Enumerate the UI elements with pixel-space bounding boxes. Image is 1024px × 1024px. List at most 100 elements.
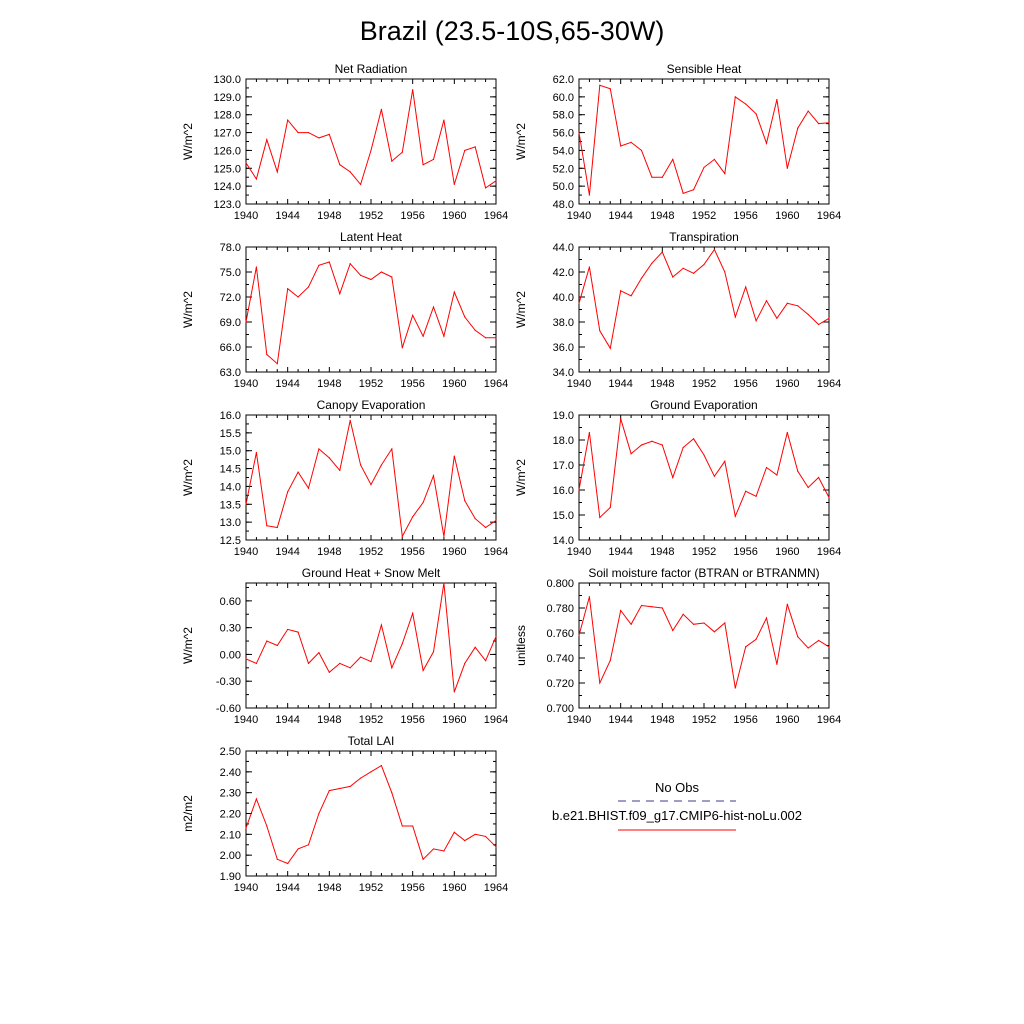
data-point: [786, 167, 788, 169]
data-point: [588, 596, 591, 598]
y-tick-label: 2.00: [220, 850, 241, 862]
data-point: [339, 293, 341, 295]
x-tick-label: 1952: [359, 546, 383, 558]
x-tick-label: 1944: [608, 378, 632, 390]
data-point: [297, 131, 299, 134]
x-tick-label: 1940: [234, 882, 258, 894]
data-point: [349, 785, 351, 788]
data-point: [734, 316, 736, 318]
x-tick-label: 1944: [608, 210, 632, 222]
series-line-canopy-evaporation: [245, 420, 497, 539]
data-point: [453, 831, 455, 833]
x-tick-label: 1948: [317, 210, 341, 222]
data-point: [422, 858, 424, 860]
data-point: [828, 646, 830, 648]
data-point: [464, 149, 466, 152]
data-point: [422, 164, 424, 166]
data-point: [276, 644, 278, 647]
data-point: [287, 491, 289, 493]
x-tick-label: 1960: [442, 882, 466, 894]
data-point: [318, 448, 320, 450]
data-point: [474, 833, 476, 835]
plot-frame: [245, 246, 497, 373]
data-point: [474, 646, 476, 648]
x-tick-label: 1944: [608, 546, 632, 558]
data-point: [255, 798, 258, 800]
data-point: [412, 516, 414, 518]
data-point: [578, 302, 580, 304]
data-point: [349, 419, 351, 421]
x-tick-label: 1964: [484, 714, 508, 726]
x-tick-label: 1944: [275, 210, 299, 222]
data-point: [765, 142, 768, 144]
x-tick-label: 1948: [650, 378, 674, 390]
y-tick-label: 16.0: [220, 410, 241, 422]
data-point: [464, 662, 466, 664]
x-tick-label: 1960: [775, 378, 799, 390]
data-point: [682, 267, 684, 269]
plot-frame: [578, 246, 830, 373]
data-point: [724, 622, 726, 624]
x-tick-label: 1960: [775, 714, 799, 726]
data-point: [328, 457, 330, 459]
data-point: [391, 276, 393, 278]
y-tick-label: 52.0: [553, 163, 574, 175]
y-tick-label: 1.90: [220, 871, 241, 883]
y-tick-label: 15.0: [220, 446, 241, 458]
data-point: [640, 277, 643, 279]
y-tick-label: 123.0: [213, 199, 241, 211]
y-tick-label: 125.0: [213, 163, 241, 175]
data-point: [412, 89, 414, 91]
y-tick-label: 16.0: [553, 485, 574, 497]
data-point: [484, 835, 487, 838]
data-point: [682, 446, 684, 449]
x-tick-label: 1956: [733, 378, 757, 390]
data-point: [672, 476, 674, 479]
data-point: [484, 337, 487, 339]
data-point: [765, 617, 768, 619]
x-tick-label: 1956: [400, 546, 424, 558]
data-point: [464, 316, 466, 318]
data-point: [828, 317, 830, 319]
x-tick-label: 1944: [275, 714, 299, 726]
data-point: [724, 173, 726, 175]
x-tick-label: 1960: [775, 546, 799, 558]
data-point: [245, 658, 247, 660]
data-point: [307, 487, 310, 489]
y-tick-label: 14.5: [220, 464, 241, 476]
data-point: [412, 314, 414, 316]
y-axis-label: unitless: [514, 625, 528, 666]
data-point: [255, 178, 258, 180]
data-point: [745, 490, 747, 492]
data-point: [578, 131, 580, 134]
y-tick-label: 0.60: [220, 596, 241, 608]
data-point: [464, 839, 466, 842]
y-tick-label: 50.0: [553, 181, 574, 193]
y-tick-label: 0.800: [546, 578, 574, 590]
data-point: [630, 453, 632, 455]
x-tick-label: 1956: [733, 210, 757, 222]
x-tick-label: 1940: [234, 210, 258, 222]
data-point: [672, 158, 674, 160]
y-tick-label: 40.0: [553, 292, 574, 304]
x-tick-label: 1952: [692, 546, 716, 558]
data-point: [474, 517, 476, 520]
data-point: [297, 848, 299, 850]
data-point: [599, 330, 601, 332]
data-point: [359, 274, 362, 276]
y-axis-label: W/m^2: [514, 459, 528, 496]
y-tick-label: 34.0: [553, 367, 574, 379]
data-point: [401, 825, 403, 827]
x-tick-label: 1960: [442, 546, 466, 558]
y-tick-label: 2.10: [220, 829, 241, 841]
data-point: [370, 484, 372, 486]
data-point: [495, 846, 497, 848]
data-point: [776, 663, 778, 665]
data-point: [640, 444, 643, 446]
plot-frame: [245, 582, 497, 709]
data-point: [464, 500, 466, 502]
y-tick-label: 15.5: [220, 428, 241, 440]
data-point: [422, 501, 424, 504]
x-tick-label: 1952: [692, 714, 716, 726]
y-axis-label: W/m^2: [181, 627, 195, 664]
